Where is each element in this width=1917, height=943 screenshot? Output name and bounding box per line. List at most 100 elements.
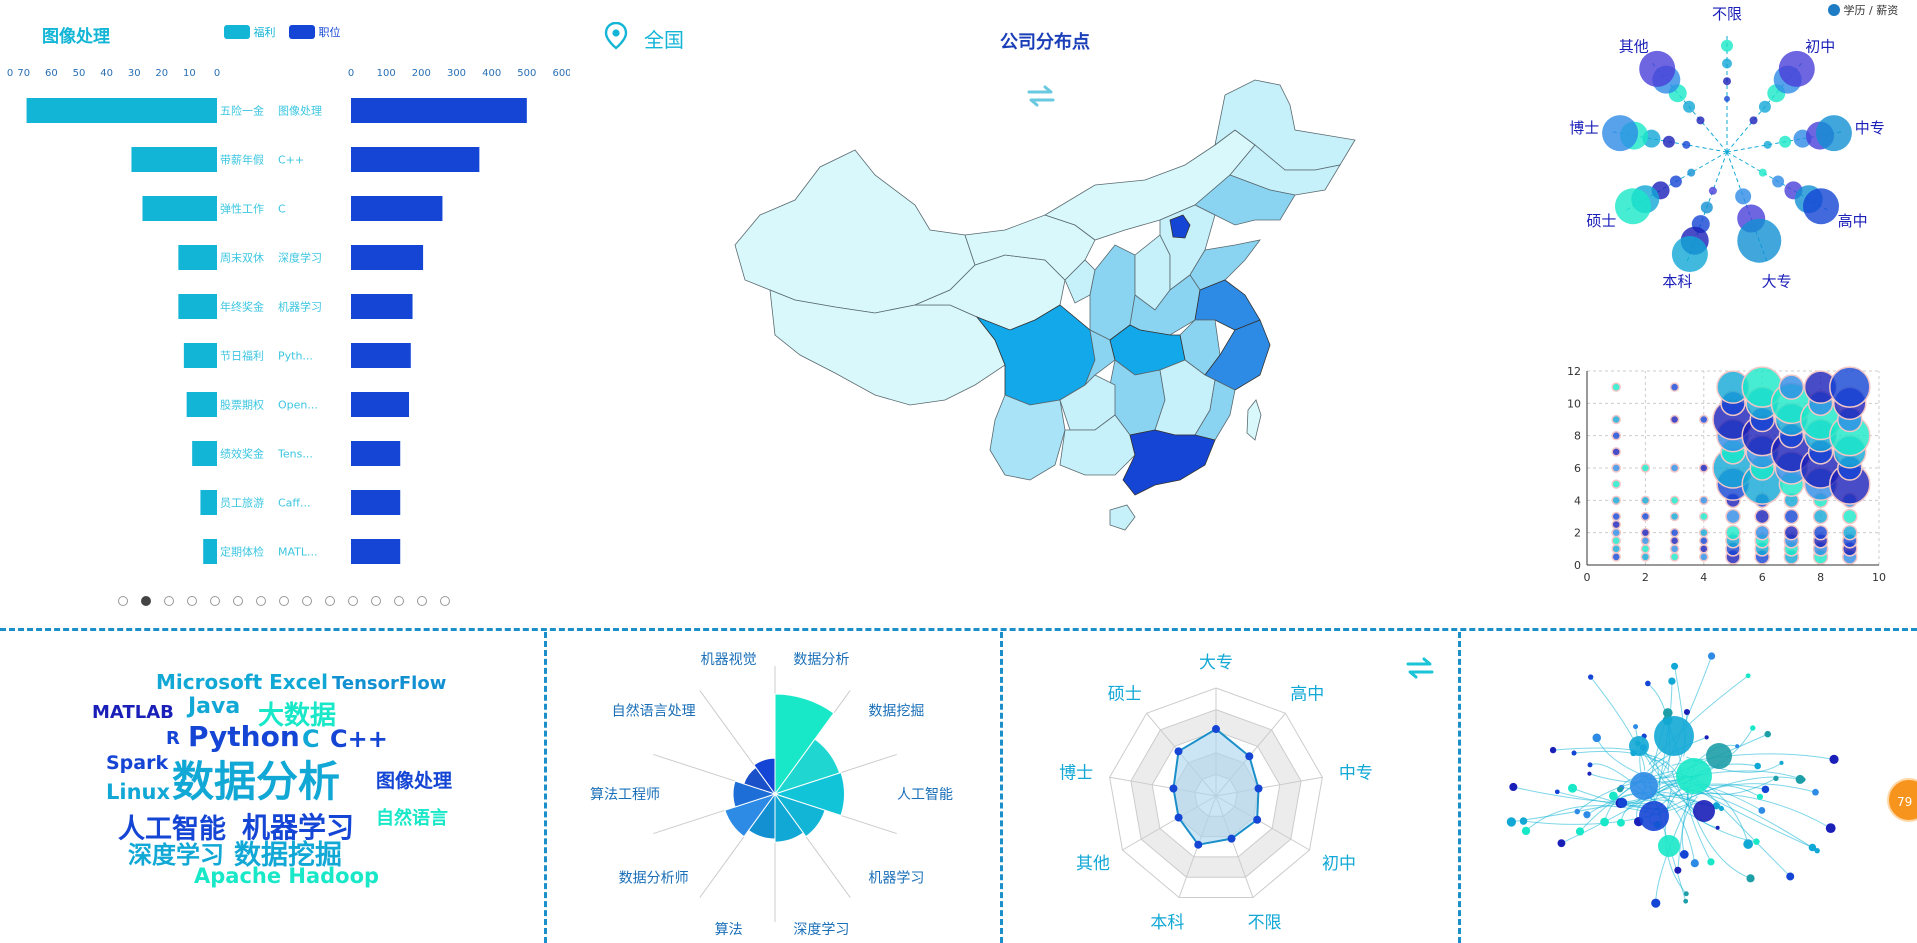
network-node[interactable] (1829, 754, 1839, 764)
radar-point[interactable] (1254, 784, 1263, 793)
network-node[interactable] (1521, 826, 1531, 836)
polar-bubble[interactable] (1721, 39, 1733, 52)
network-node[interactable] (1756, 793, 1764, 800)
polar-bubble[interactable] (1735, 188, 1752, 205)
polar-bubble[interactable] (1758, 100, 1771, 113)
grid-bubble[interactable] (1611, 479, 1621, 489)
pager-dot[interactable] (302, 596, 312, 606)
grid-bubble[interactable] (1640, 463, 1651, 473)
jobs-bar[interactable] (351, 441, 401, 466)
network-node[interactable] (1690, 859, 1699, 868)
polar-bubble[interactable] (1803, 188, 1840, 225)
grid-bubble[interactable] (1699, 414, 1709, 425)
network-node[interactable] (1616, 818, 1625, 827)
grid-bubble[interactable] (1783, 524, 1800, 541)
grid-bubble[interactable] (1669, 552, 1680, 562)
network-hub-node[interactable] (1654, 716, 1694, 756)
grid-bubble[interactable] (1669, 511, 1680, 522)
welfare-bar[interactable] (183, 343, 217, 368)
cloud-word[interactable]: 机器学习 (242, 811, 355, 845)
network-node[interactable] (1764, 730, 1771, 738)
rose-slice[interactable] (774, 792, 804, 843)
network-node[interactable] (1617, 797, 1628, 808)
grid-bubble[interactable] (1611, 536, 1621, 546)
network-hub-node[interactable] (1630, 772, 1658, 800)
polar-bubble[interactable] (1815, 115, 1852, 152)
network-node[interactable] (1592, 733, 1602, 743)
welfare-bar[interactable] (142, 196, 217, 221)
grid-bubble[interactable] (1699, 536, 1709, 546)
grid-bubble[interactable] (1611, 552, 1621, 562)
rose-slice[interactable] (732, 780, 777, 808)
polar-bubble[interactable] (1682, 140, 1691, 149)
network-node[interactable] (1800, 777, 1806, 783)
radar-area[interactable] (1172, 727, 1260, 846)
network-node[interactable] (1754, 762, 1761, 770)
network-node[interactable] (1549, 746, 1557, 754)
grid-bubble[interactable] (1842, 508, 1858, 525)
network-node[interactable] (1735, 744, 1740, 749)
grid-bubble[interactable] (1699, 552, 1709, 562)
grid-bubble[interactable] (1611, 382, 1621, 392)
pager-dot[interactable] (417, 596, 427, 606)
grid-bubble[interactable] (1611, 495, 1621, 506)
network-node[interactable] (1583, 811, 1591, 819)
network-node[interactable] (1758, 807, 1766, 814)
rose-slice[interactable] (724, 793, 777, 838)
polar-bubble[interactable] (1737, 218, 1782, 263)
network-node[interactable] (1674, 866, 1682, 874)
network-node[interactable] (1509, 782, 1518, 792)
rose-slice[interactable] (773, 793, 826, 838)
grid-bubble[interactable] (1611, 519, 1621, 530)
legend-jobs-swatch[interactable] (289, 25, 315, 39)
cloud-word[interactable]: Python (188, 720, 300, 754)
network-node[interactable] (1814, 847, 1820, 854)
legend-welfare-swatch[interactable] (224, 25, 250, 39)
radar-point[interactable] (1212, 725, 1220, 734)
network-node[interactable] (1707, 858, 1715, 866)
grid-bubble[interactable] (1699, 495, 1709, 506)
pager-dot[interactable] (118, 596, 128, 606)
jobs-bar[interactable] (351, 490, 401, 515)
jobs-bar[interactable] (351, 392, 410, 417)
pager-dot[interactable] (325, 596, 335, 606)
network-node[interactable] (1575, 827, 1585, 836)
jobs-bar[interactable] (351, 196, 443, 221)
network-graph[interactable] (1464, 636, 1917, 943)
grid-bubble[interactable] (1640, 511, 1651, 522)
polar-bubble[interactable] (1671, 236, 1708, 273)
network-node[interactable] (1506, 817, 1517, 827)
pager-dot[interactable] (233, 596, 243, 606)
cloud-word[interactable]: 自然语言 (376, 808, 448, 830)
network-node[interactable] (1825, 823, 1836, 834)
cloud-word[interactable]: R (166, 728, 180, 750)
welfare-bar[interactable] (131, 147, 217, 172)
map-region-taiwan[interactable] (1246, 399, 1262, 441)
network-node[interactable] (1786, 872, 1795, 881)
network-node[interactable] (1671, 662, 1679, 670)
grid-bubble[interactable] (1812, 524, 1829, 541)
polar-bubble[interactable] (1687, 168, 1696, 177)
grid-bubble[interactable] (1611, 527, 1621, 538)
network-node[interactable] (1651, 898, 1661, 908)
network-node[interactable] (1519, 817, 1528, 825)
network-node[interactable] (1633, 724, 1639, 730)
map-region-guangdong[interactable] (1122, 429, 1216, 496)
jobs-bar[interactable] (351, 147, 480, 172)
pager-dot[interactable] (394, 596, 404, 606)
grid-bubble[interactable] (1725, 524, 1741, 541)
region-selector[interactable]: 全国 (644, 28, 684, 52)
polar-bubble[interactable] (1763, 140, 1772, 149)
grid-bubble[interactable] (1725, 508, 1741, 525)
cloud-word[interactable]: Java (188, 693, 241, 719)
polar-bubble[interactable] (1662, 135, 1675, 148)
grid-bubble[interactable] (1640, 536, 1651, 546)
grid-bubble[interactable] (1611, 430, 1621, 441)
grid-bubble[interactable] (1669, 463, 1680, 473)
network-node[interactable] (1808, 843, 1817, 852)
welfare-bar[interactable] (186, 392, 217, 417)
grid-bubble[interactable] (1783, 508, 1800, 525)
grid-bubble[interactable] (1812, 508, 1829, 525)
welfare-bar[interactable] (26, 98, 218, 123)
network-node[interactable] (1779, 760, 1784, 766)
